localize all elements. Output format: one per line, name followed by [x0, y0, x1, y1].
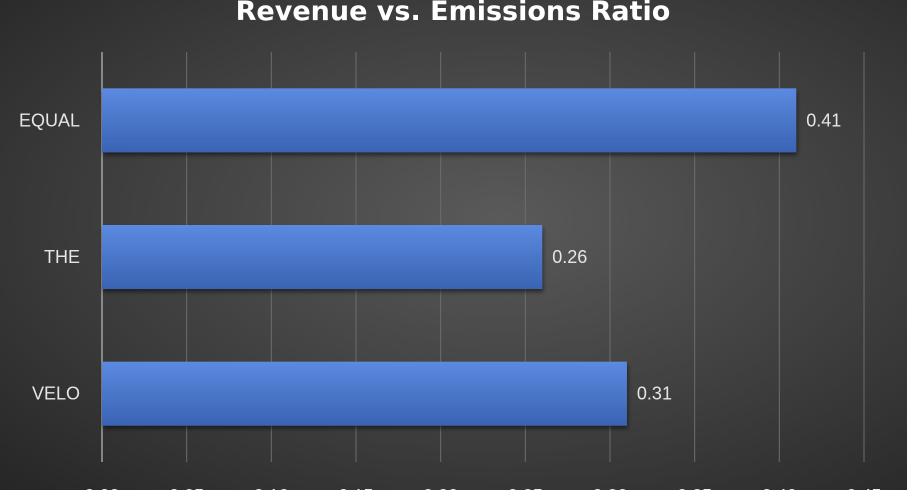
value-label: 0.31	[637, 384, 672, 404]
category-label: VELO	[32, 384, 80, 404]
x-tick-label: 0.05	[169, 486, 204, 490]
x-tick-label: 0.20	[423, 486, 458, 490]
bar-the	[102, 225, 543, 289]
x-tick-label: 0.00	[84, 486, 119, 490]
x-tick-label: 0.40	[762, 486, 797, 490]
category-label: THE	[44, 247, 80, 267]
category-label: EQUAL	[19, 110, 80, 130]
value-label: 0.41	[806, 110, 841, 130]
bar-velo	[102, 361, 627, 426]
x-tick-label: 0.10	[254, 486, 289, 490]
x-tick-label: 0.25	[508, 486, 543, 490]
x-tick-label: 0.35	[677, 486, 712, 490]
bar-equal	[102, 88, 797, 153]
x-tick-label: 0.30	[592, 486, 627, 490]
x-tick-label: 0.45	[846, 486, 881, 490]
bars	[102, 88, 797, 426]
x-tick-label: 0.15	[338, 486, 373, 490]
chart-title: Revenue vs. Emissions Ratio	[236, 0, 671, 27]
value-label: 0.26	[552, 247, 587, 267]
labels: EQUAL 0.41 THE 0.26 VELO 0.31 0.00 0.05 0.10 0.15…	[19, 110, 882, 490]
